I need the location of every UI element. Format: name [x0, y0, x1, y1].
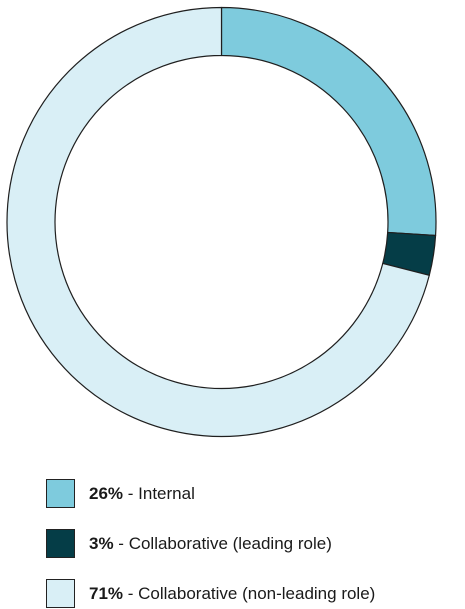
legend-item-internal: 26% - Internal [46, 478, 375, 509]
donut-slices [6, 6, 437, 438]
legend-label: Internal [138, 483, 195, 503]
legend-separator: - [123, 483, 139, 503]
donut-slice-internal [220, 6, 437, 237]
legend-label: Collaborative (leading role) [128, 533, 332, 553]
legend-separator: - [113, 533, 129, 553]
legend-percent: 26% [89, 483, 124, 503]
legend-separator: - [123, 583, 139, 603]
legend-swatch-collaborative-leading [46, 529, 75, 558]
legend-text-collaborative-non-leading: 71% - Collaborative (non-leading role) [89, 584, 375, 604]
chart-legend: 26% - Internal 3% - Collaborative (leadi… [46, 478, 375, 609]
legend-label: Collaborative (non-leading role) [138, 583, 376, 603]
legend-percent: 3% [89, 533, 114, 553]
legend-swatch-internal [46, 479, 75, 508]
donut-chart [6, 6, 437, 438]
legend-percent: 71% [89, 583, 124, 603]
legend-swatch-collaborative-non-leading [46, 579, 75, 608]
legend-item-collaborative-non-leading: 71% - Collaborative (non-leading role) [46, 578, 375, 609]
legend-text-collaborative-leading: 3% - Collaborative (leading role) [89, 534, 332, 554]
donut-slice-collaborative-non-leading-role [6, 6, 430, 438]
legend-text-internal: 26% - Internal [89, 484, 195, 504]
legend-item-collaborative-leading: 3% - Collaborative (leading role) [46, 528, 375, 559]
